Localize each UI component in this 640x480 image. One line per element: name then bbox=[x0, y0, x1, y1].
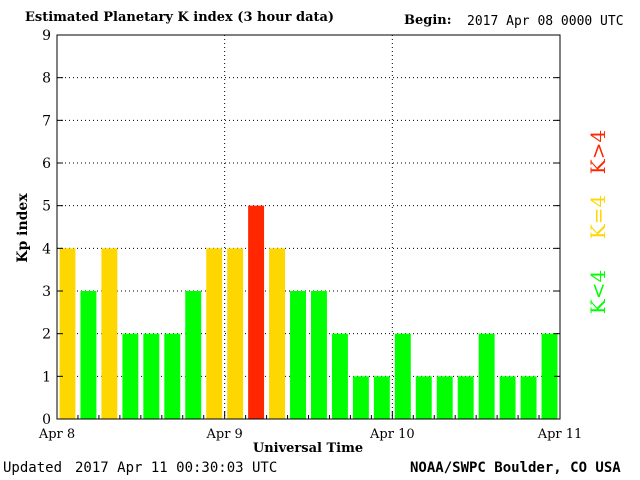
kp-bar bbox=[164, 333, 181, 419]
begin-label: Begin: bbox=[404, 13, 452, 28]
x-tick-label: Apr 8 bbox=[38, 427, 75, 442]
legend-equal: K=4 bbox=[586, 194, 611, 240]
x-tick-label: Apr 11 bbox=[537, 427, 583, 442]
kp-bar bbox=[122, 333, 139, 419]
y-tick-label: 9 bbox=[42, 28, 51, 44]
kp-bar bbox=[143, 333, 160, 419]
kp-bar bbox=[541, 333, 558, 419]
x-tick-label: Apr 9 bbox=[206, 427, 243, 442]
legend-below: K<4 bbox=[586, 269, 611, 315]
updated-label: Updated bbox=[3, 460, 63, 476]
x-axis-label: Universal Time bbox=[253, 441, 363, 456]
y-tick-label: 3 bbox=[42, 284, 51, 300]
y-tick-label: 7 bbox=[42, 113, 51, 129]
bars bbox=[59, 205, 558, 419]
axis-ticks bbox=[56, 34, 561, 420]
kp-bar bbox=[331, 333, 348, 419]
kp-bar bbox=[499, 376, 516, 419]
kp-bar bbox=[185, 291, 202, 419]
kp-bar bbox=[248, 205, 265, 419]
y-tick-label: 0 bbox=[42, 412, 51, 428]
y-tick-label: 5 bbox=[42, 199, 51, 215]
kp-bar bbox=[436, 376, 453, 419]
kp-bar bbox=[101, 248, 118, 419]
kp-bar bbox=[373, 376, 390, 419]
kp-bar bbox=[80, 291, 97, 419]
updated-value: 2017 Apr 11 00:30:03 UTC bbox=[75, 460, 278, 476]
y-tick-label: 1 bbox=[42, 369, 51, 385]
chart-title: Estimated Planetary K index (3 hour data… bbox=[25, 10, 335, 25]
y-tick-label: 6 bbox=[42, 156, 51, 172]
x-tick-label: Apr 10 bbox=[369, 427, 415, 442]
tick-labels: 0 1 2 3 4 5 6 7 8 9 Apr 8 Apr 9 Apr 10 Apr 11 bbox=[38, 28, 582, 442]
kp-bar bbox=[290, 291, 306, 419]
kp-bar bbox=[415, 376, 432, 419]
legend-above: K>4 bbox=[586, 129, 611, 175]
kp-bar bbox=[206, 248, 223, 419]
kp-bar bbox=[457, 376, 474, 419]
kp-bar bbox=[59, 248, 76, 419]
y-tick-label: 4 bbox=[42, 241, 51, 257]
kp-bar bbox=[478, 333, 495, 419]
kp-bar bbox=[269, 248, 286, 419]
grid-lines bbox=[57, 35, 560, 419]
kp-bar bbox=[520, 376, 537, 419]
y-axis-label: Kp index bbox=[15, 193, 31, 263]
kp-bar bbox=[311, 291, 327, 419]
kp-bar bbox=[352, 376, 369, 419]
y-tick-label: 8 bbox=[42, 71, 51, 87]
y-tick-label: 2 bbox=[42, 327, 51, 343]
credit-text: NOAA/SWPC Boulder, CO USA bbox=[410, 460, 621, 476]
kp-bar bbox=[227, 248, 244, 419]
kp-bar bbox=[394, 333, 411, 419]
begin-value: 2017 Apr 08 0000 UTC bbox=[467, 14, 624, 29]
